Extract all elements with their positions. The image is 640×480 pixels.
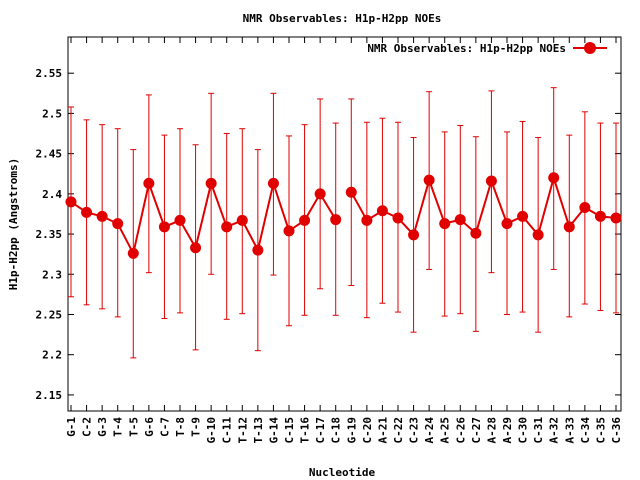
x-tick-label: T-9	[190, 417, 203, 437]
data-point	[439, 218, 451, 230]
x-tick-label: A-32	[548, 417, 561, 444]
data-point	[345, 186, 357, 198]
x-tick-label: A-25	[439, 417, 452, 444]
x-tick-label: C-34	[579, 417, 592, 444]
x-tick-label: T-13	[252, 417, 265, 444]
legend-label: NMR Observables: H1p-H2pp NOEs	[367, 42, 566, 55]
x-tick-label: T-4	[112, 417, 125, 437]
data-point	[96, 210, 108, 222]
legend: NMR Observables: H1p-H2pp NOEs	[367, 42, 607, 55]
y-axis: 2.15 2.2 2.25 2.3 2.35 2.4 2.45 2.5 2.55	[36, 67, 621, 402]
data-point	[143, 177, 155, 189]
x-tick-label: G-14	[267, 417, 280, 444]
x-tick-label: C-23	[408, 417, 421, 444]
data-point	[205, 177, 217, 189]
data-point	[127, 247, 139, 259]
y-tick-label: 2.4	[42, 188, 62, 201]
data-point	[408, 229, 420, 241]
data-point	[423, 174, 435, 186]
data-point	[174, 214, 186, 226]
data-point	[454, 214, 466, 226]
data-point	[65, 196, 77, 208]
series-line	[350, 174, 617, 238]
x-tick-label: C-20	[361, 417, 374, 444]
x-tick-label: A-24	[423, 417, 436, 444]
error-bars	[68, 87, 619, 359]
data-point	[594, 210, 606, 222]
data-point	[330, 214, 342, 226]
x-tick-label: C-27	[470, 417, 483, 444]
x-tick-label: C-7	[158, 417, 171, 437]
x-tick-label: C-30	[517, 417, 530, 444]
y-tick-label: 2.35	[36, 228, 63, 241]
x-tick-label: T-5	[127, 417, 140, 437]
x-tick-label: T-12	[236, 417, 249, 444]
x-tick-label: C-17	[314, 417, 327, 444]
data-point	[190, 242, 202, 254]
x-tick-label: A-28	[485, 417, 498, 444]
x-tick-label: A-29	[501, 417, 514, 444]
x-axis: G-1 C-2 G-3 T-4 T-5 G-6 C-7 T-8 T-9 G-10 C-11 T-12 T…	[65, 37, 623, 444]
x-tick-label: A-33	[563, 417, 576, 444]
data-point	[158, 221, 170, 233]
data-point	[267, 177, 279, 189]
legend-marker	[584, 42, 596, 54]
x-tick-label: A-21	[376, 417, 389, 444]
y-tick-label: 2.25	[36, 308, 63, 321]
y-tick-label: 2.45	[36, 148, 63, 161]
plot-frame	[67, 36, 622, 412]
data-point	[532, 229, 544, 241]
x-tick-label: G-1	[65, 417, 78, 437]
data-point	[610, 212, 622, 224]
x-axis-label: Nucleotide	[309, 466, 376, 479]
x-tick-label: T-16	[299, 417, 312, 444]
y-tick-label: 2.55	[36, 67, 63, 80]
data-point	[392, 212, 404, 224]
x-tick-label: G-3	[96, 417, 109, 437]
x-tick-label: C-36	[610, 417, 623, 444]
data-point	[221, 221, 233, 233]
x-tick-label: G-10	[205, 417, 218, 444]
x-tick-label: C-2	[81, 417, 94, 437]
data-point	[283, 225, 295, 237]
y-tick-label: 2.3	[42, 268, 62, 281]
data-point	[299, 214, 311, 226]
data-point	[548, 172, 560, 184]
data-point	[361, 214, 373, 226]
data-point	[470, 227, 482, 239]
chart-title: NMR Observables: H1p-H2pp NOEs	[243, 12, 442, 25]
data-point	[485, 175, 497, 187]
x-tick-label: C-31	[532, 417, 545, 444]
series-points	[65, 172, 622, 259]
y-tick-label: 2.15	[36, 389, 63, 402]
data-point	[579, 202, 591, 214]
data-point	[563, 221, 575, 233]
data-point	[376, 205, 388, 217]
y-tick-label: 2.5	[42, 107, 62, 120]
x-tick-label: G-6	[143, 417, 156, 437]
series-line	[70, 179, 337, 257]
data-point	[252, 244, 264, 256]
x-tick-label: C-26	[454, 417, 467, 444]
x-tick-label: G-19	[345, 417, 358, 444]
data-point	[112, 218, 124, 230]
y-tick-label: 2.2	[42, 349, 62, 362]
x-tick-label: C-35	[594, 417, 607, 444]
y-axis-label: H1p-H2pp (Angstroms)	[7, 158, 20, 290]
x-tick-label: C-22	[392, 417, 405, 444]
series-lines	[70, 174, 617, 257]
x-tick-label: C-11	[221, 417, 234, 444]
x-tick-label: C-18	[330, 417, 343, 444]
data-point	[501, 218, 513, 230]
data-point	[81, 206, 93, 218]
data-point	[517, 210, 529, 222]
x-tick-label: T-8	[174, 417, 187, 437]
x-tick-label: C-15	[283, 417, 296, 444]
data-point	[314, 188, 326, 200]
data-point	[236, 214, 248, 226]
